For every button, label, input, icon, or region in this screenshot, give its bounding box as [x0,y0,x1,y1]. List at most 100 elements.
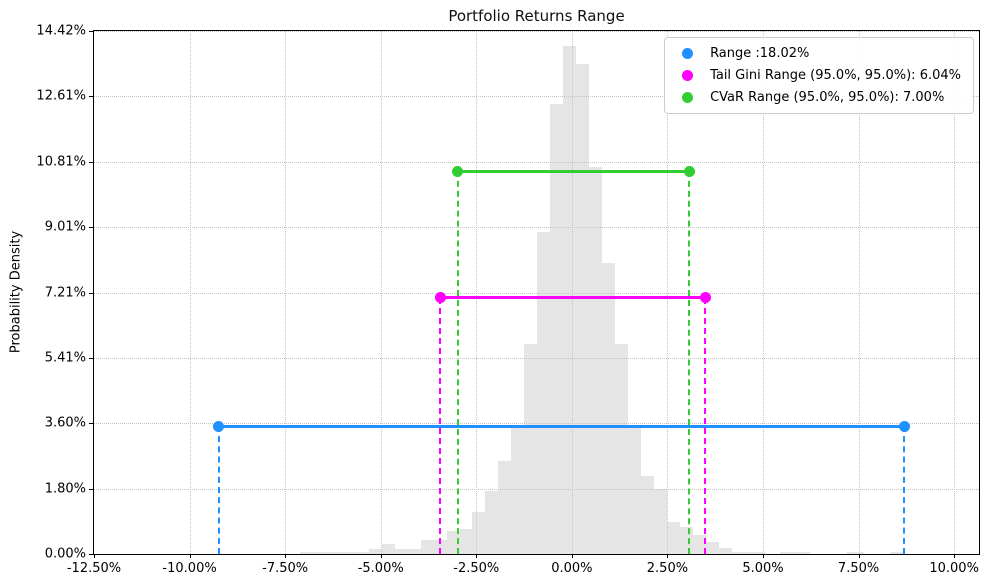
x-tick [380,554,382,558]
histogram-bar [420,539,434,554]
x-tick-label: 0.00% [551,561,593,576]
x-tick-label: 7.50% [837,561,880,576]
range-line-tail-gini-range [440,296,706,300]
range-marker-tail-gini-range [699,292,711,304]
range-marker-range [898,420,910,432]
x-tick-label: -7.50% [262,561,309,576]
x-tick-label: 10.00% [929,561,979,576]
x-tick [571,554,573,558]
legend-marker-icon [682,70,694,81]
legend-label: Tail Gini Range (95.0%, 95.0%): 6.04% [710,68,961,83]
histogram-bar [667,522,681,554]
y-tick [89,227,93,229]
y-tick [89,96,93,98]
gridline-horizontal [94,96,979,98]
gridline-horizontal [94,488,979,490]
range-line-cvar-range [457,169,690,173]
histogram-bar [654,489,668,554]
x-tick [476,554,478,558]
legend-label: CVaR Range (95.0%, 95.0%): 7.00% [710,90,945,105]
gridline-horizontal [94,357,979,359]
histogram-bar [576,64,590,554]
range-marker-range [213,420,225,432]
range-dropline-tail-gini-range [704,297,707,554]
histogram-bar [537,232,551,554]
y-tick-label: 12.61% [36,88,86,104]
histogram-bar [563,46,577,554]
histogram-bar [524,343,538,554]
legend-label: Range :18.02% [710,46,810,61]
histogram-bar [368,548,382,554]
legend-row-range: Range :18.02% [673,46,961,61]
x-tick [189,554,191,558]
x-tick [94,554,95,558]
histogram-bar [485,491,499,554]
y-tick [89,554,93,555]
histogram-bar [706,542,720,554]
gridline-horizontal [94,423,979,425]
range-line-range [218,424,905,428]
legend-row-tail-gini-range: Tail Gini Range (95.0%, 95.0%): 6.04% [673,68,961,83]
x-tick-label: -5.00% [357,561,404,576]
gridline-horizontal [94,292,979,294]
legend: Range :18.02% Tail Gini Range (95.0%, 95.… [664,37,974,114]
y-tick-label: 10.81% [36,154,86,170]
histogram-bar [381,544,395,554]
histogram-bar [779,551,810,554]
y-tick-label: 7.21% [44,285,86,300]
y-tick [89,161,93,163]
range-dropline-range [217,426,220,554]
range-dropline-tail-gini-range [439,297,442,554]
histogram-bar [394,548,408,554]
x-tick [858,554,860,558]
histogram-bar [511,427,525,554]
histogram-bar [719,548,733,554]
x-tick-label: 2.50% [646,561,689,576]
range-marker-tail-gini-range [434,292,446,304]
x-tick-label: -2.50% [453,561,500,576]
y-tick-label: 5.41% [44,350,86,366]
x-tick-label: 5.00% [742,561,784,576]
y-tick-label: 9.01% [44,219,86,235]
y-tick-label: 3.60% [44,415,86,431]
histogram-bar [732,552,765,554]
histogram-bar [889,552,905,554]
histogram-bar [628,427,642,554]
histogram-bar [846,552,864,554]
y-tick-label: 0.00% [44,546,86,562]
y-tick [89,488,93,490]
histogram-bar [602,263,616,554]
y-tick [89,357,93,359]
legend-row-cvar-range: CVaR Range (95.0%, 95.0%): 7.00% [673,90,961,105]
range-dropline-cvar-range [456,171,459,554]
plot-area: Range :18.02% Tail Gini Range (95.0%, 95.… [93,30,980,555]
x-tick-label: -12.50% [66,561,122,576]
histogram-bar [615,343,629,554]
histogram-bar [589,167,603,554]
x-tick [285,554,287,558]
y-tick-label: 1.80% [44,481,86,497]
legend-marker-icon [682,92,694,103]
histogram-bar [407,548,421,554]
histogram-bar [459,528,473,554]
range-marker-cvar-range [452,165,464,177]
y-tick [89,292,93,294]
legend-marker-icon [682,48,694,59]
gridline-horizontal [94,227,979,229]
gridline-horizontal [94,31,979,32]
histogram-bar [680,527,694,554]
histogram-bar [498,461,512,554]
histogram-bar [641,476,655,554]
y-tick-label: 14.42% [36,23,86,39]
chart-title: Portfolio Returns Range [448,7,625,25]
x-tick-label: -10.00% [162,561,217,576]
gridline-horizontal [94,161,979,163]
histogram-bar [472,512,486,554]
y-tick [89,423,93,425]
histogram-bar [693,535,707,554]
range-dropline-range [903,426,906,554]
x-tick [954,554,956,558]
x-tick [763,554,764,558]
histogram-bar [300,552,369,554]
